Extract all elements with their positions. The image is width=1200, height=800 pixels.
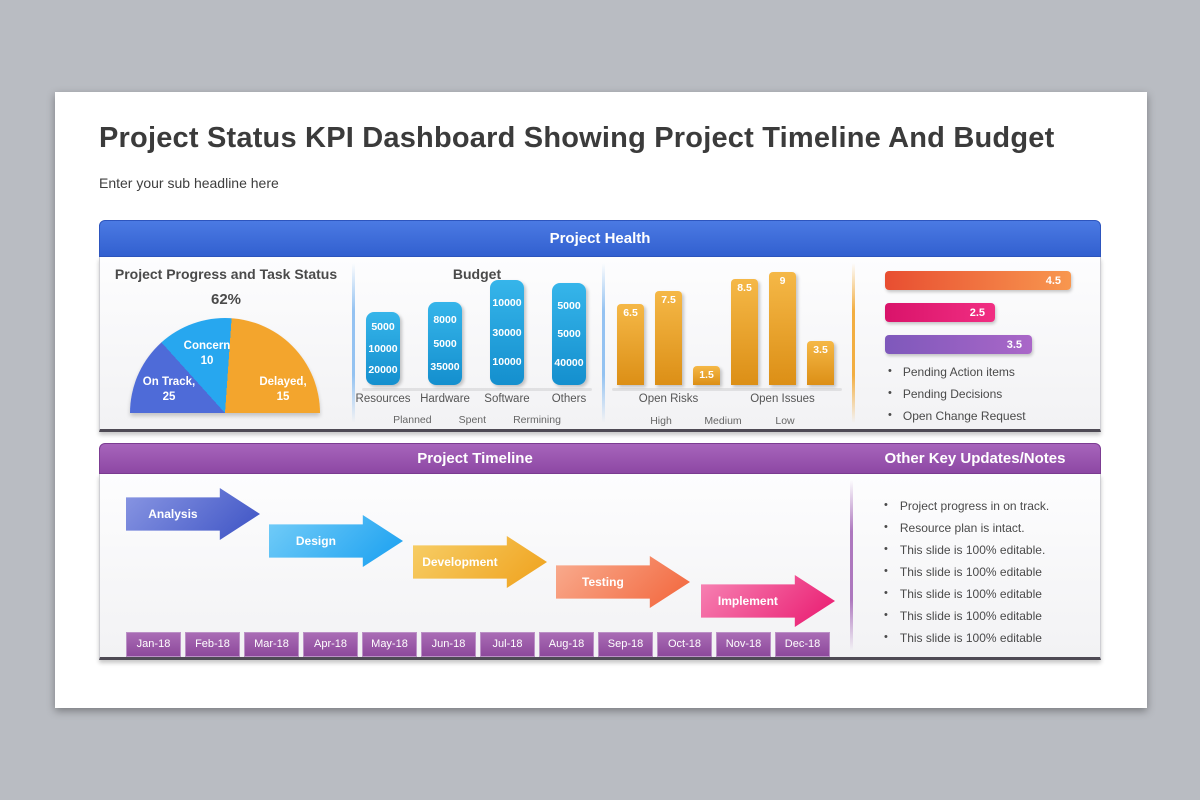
month-cell: Jul-18 (480, 632, 535, 657)
page-subtitle: Enter your sub headline here (99, 175, 279, 191)
bullet-icon: • (884, 587, 888, 599)
progress-title: Project Progress and Task Status (114, 266, 338, 282)
risk-bar-high: 6.5 (617, 304, 644, 385)
pending-bullet-action-items: • Pending Action items (888, 365, 1015, 379)
issue-bar-high: 8.5 (731, 279, 758, 385)
legend-remaining: Rermining (513, 414, 561, 426)
month-cell: Jan-18 (126, 632, 181, 657)
axis-label-medium: Medium (704, 415, 742, 427)
divider (850, 480, 853, 651)
project-timeline-header: Project Timeline Other Key Updates/Notes (99, 443, 1101, 474)
month-cell: Apr-18 (303, 632, 358, 657)
month-cell: May-18 (362, 632, 417, 657)
bullet-icon: • (884, 521, 888, 533)
open-risks-label: Open Risks (638, 393, 699, 405)
risk-bar-low: 1.5 (693, 366, 720, 385)
month-cell: Sep-18 (598, 632, 653, 657)
phase-arrow-development: Development (413, 536, 547, 588)
budget-baseline (362, 388, 592, 391)
bullet-icon: • (888, 387, 892, 399)
month-cell: Aug-18 (539, 632, 594, 657)
phase-arrow-design: Design (269, 515, 403, 567)
axis-label-low: Low (775, 415, 795, 427)
project-timeline-body: Analysis Design Development Testing Impl… (99, 474, 1101, 660)
project-health-body: Project Progress and Task Status 62% Con… (99, 257, 1101, 432)
progress-panel: Project Progress and Task Status 62% Con… (100, 257, 352, 429)
month-cell: Oct-18 (657, 632, 712, 657)
risks-baseline (612, 388, 842, 391)
month-cell: Dec-18 (775, 632, 830, 657)
open-issues-label: Open Issues (750, 393, 815, 405)
note-item: • This slide is 100% editable (884, 609, 1042, 623)
divider (852, 263, 855, 423)
note-item: • Resource plan is intact. (884, 521, 1025, 535)
bullet-icon: • (884, 543, 888, 555)
phase-arrow-implement: Implement (701, 575, 835, 627)
budget-panel: Budget 5000 10000 20000 8000 5000 35000 … (352, 257, 602, 429)
note-item: • This slide is 100% editable. (884, 543, 1046, 557)
note-item: • This slide is 100% editable (884, 587, 1042, 601)
risks-issues-panel: 6.5 7.5 1.5 8.5 9 3.5 Open Risks Open Is… (602, 257, 852, 429)
budget-bar-others: 5000 5000 40000 (552, 283, 586, 385)
bullet-icon: • (884, 565, 888, 577)
project-health-header: Project Health (99, 220, 1101, 257)
budget-cat-others: Others (551, 393, 587, 405)
months-row: Jan-18 Feb-18 Mar-18 Apr-18 May-18 Jun-1… (126, 632, 830, 657)
issue-bar-medium: 9 (769, 272, 796, 385)
pie-label-on-track: On Track, 25 (142, 376, 196, 403)
project-health-section: Project Health Project Progress and Task… (99, 220, 1101, 432)
divider (602, 263, 605, 423)
budget-cat-software: Software (484, 393, 530, 405)
month-cell: Mar-18 (244, 632, 299, 657)
phase-arrow-analysis: Analysis (126, 488, 260, 540)
budget-title: Budget (452, 266, 502, 282)
month-cell: Nov-18 (716, 632, 771, 657)
axis-label-high: High (650, 415, 672, 427)
pending-bar-action-items: 4.5 (885, 271, 1071, 290)
pending-bar-decisions: 2.5 (885, 303, 995, 322)
phase-arrow-testing: Testing (556, 556, 690, 608)
legend-planned: Planned (393, 414, 432, 426)
bullet-icon: • (884, 499, 888, 511)
bullet-icon: • (888, 409, 892, 421)
note-item: • This slide is 100% editable (884, 565, 1042, 579)
budget-cat-resources: Resources (355, 393, 411, 405)
bullet-icon: • (888, 365, 892, 377)
risk-bar-medium: 7.5 (655, 291, 682, 385)
notes-header-label: Other Key Updates/Notes (884, 450, 1066, 467)
divider (352, 263, 355, 423)
budget-legend: Planned Spent Rermining (352, 414, 602, 426)
month-cell: Feb-18 (185, 632, 240, 657)
bullet-icon: • (884, 609, 888, 621)
legend-spent: Spent (458, 414, 487, 426)
note-item: • This slide is 100% editable (884, 631, 1042, 645)
project-timeline-section: Project Timeline Other Key Updates/Notes… (99, 443, 1101, 660)
month-cell: Jun-18 (421, 632, 476, 657)
progress-half-pie-chart: Concern 10 On Track, 25 Delayed, 15 (130, 318, 320, 413)
slide-canvas: Project Status KPI Dashboard Showing Pro… (55, 92, 1147, 708)
budget-bar-hardware: 8000 5000 35000 (428, 302, 462, 385)
progress-percent: 62% (210, 291, 242, 308)
page-title: Project Status KPI Dashboard Showing Pro… (99, 122, 1055, 154)
budget-bar-software: 10000 30000 10000 (490, 280, 524, 385)
pending-bar-change-request: 3.5 (885, 335, 1032, 354)
pending-bullet-decisions: • Pending Decisions (888, 387, 1003, 401)
issue-bar-low: 3.5 (807, 341, 834, 385)
budget-cat-hardware: Hardware (420, 393, 470, 405)
bullet-icon: • (884, 631, 888, 643)
budget-bar-resources: 5000 10000 20000 (366, 312, 400, 385)
note-item: • Project progress in on track. (884, 499, 1050, 513)
pie-label-concern: Concern 10 (183, 340, 231, 367)
pending-bullet-change-request: • Open Change Request (888, 409, 1026, 423)
pending-panel: 4.5 2.5 3.5 • Pending Action items • Pen… (852, 257, 1102, 429)
timeline-header-label: Project Timeline (417, 450, 533, 467)
pie-label-delayed: Delayed, 15 (259, 376, 307, 403)
